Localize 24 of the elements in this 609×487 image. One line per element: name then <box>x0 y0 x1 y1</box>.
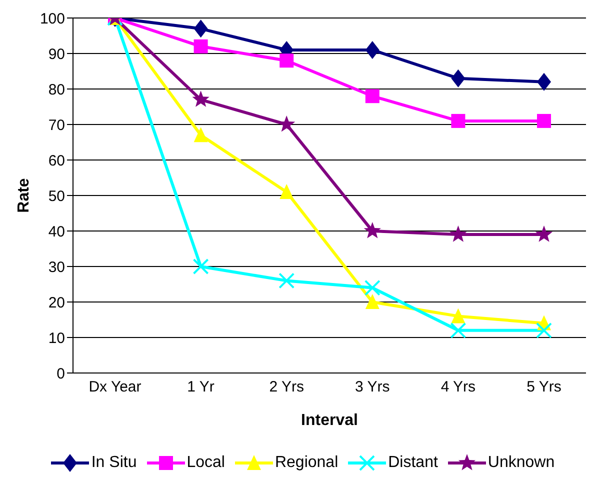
x-tick-label: 3 Yrs <box>355 378 390 396</box>
y-tick-label: 10 <box>48 330 65 347</box>
x-tick-label: 5 Yrs <box>526 378 562 396</box>
x-tick-label: 1 Yr <box>187 378 214 396</box>
y-tick-label: 80 <box>48 81 65 98</box>
y-tick-label: 60 <box>48 152 65 170</box>
y-tick-label: 50 <box>48 188 65 205</box>
legend-label: Distant <box>388 454 438 472</box>
legend-label: Local <box>186 454 225 472</box>
x-tick-label: 2 Yrs <box>269 378 304 396</box>
y-axis-title: Rate <box>16 178 33 213</box>
legend-label: In Situ <box>91 454 137 472</box>
y-tick-label: 40 <box>48 223 65 240</box>
y-tick-label: 70 <box>48 116 65 134</box>
y-tick-label: 100 <box>40 10 65 28</box>
x-axis-title: Interval <box>301 412 358 429</box>
y-tick-label: 90 <box>48 46 65 63</box>
y-tick-label: 30 <box>48 258 65 276</box>
legend-label: Regional <box>274 454 338 472</box>
legend-label: Unknown <box>488 454 555 472</box>
y-tick-label: 20 <box>48 294 65 312</box>
y-tick-label: 0 <box>56 365 65 382</box>
x-tick-label: 4 Yrs <box>440 378 476 396</box>
x-tick-label: Dx Year <box>88 378 142 396</box>
